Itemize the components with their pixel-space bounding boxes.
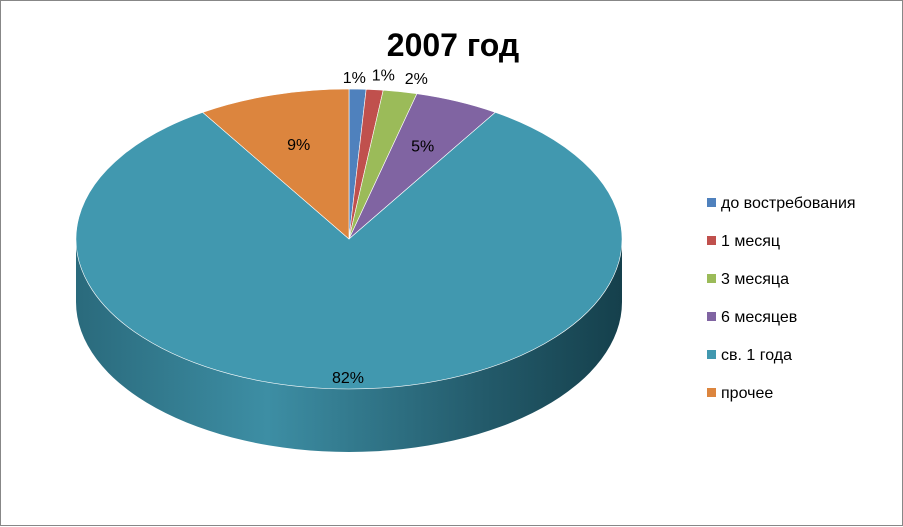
pie-slice-прочее <box>202 88 350 240</box>
legend-label-3-месяца: 3 месяца <box>721 271 789 288</box>
legend: до востребования 1 месяц 3 месяца 6 месяцев… <box>707 195 856 402</box>
pie-slices <box>75 88 623 390</box>
data-label-до-востребования: 1% <box>343 70 366 87</box>
pie-side-wall <box>76 239 622 452</box>
legend-swatch-6-месяцев <box>707 312 716 321</box>
pie-slice-св-1-года <box>75 112 623 390</box>
data-labels: 1% 1% 2% 5% 82% 9% <box>287 68 434 387</box>
legend-swatch-3-месяца <box>707 274 716 283</box>
legend-label-1-месяц: 1 месяц <box>721 233 780 250</box>
data-label-1-месяц: 1% <box>372 68 395 85</box>
legend-label-св-1-года: св. 1 года <box>721 347 792 364</box>
legend-swatch-до-востребования <box>707 198 716 207</box>
pie-side-face <box>76 239 622 452</box>
legend-swatch-св-1-года <box>707 350 716 359</box>
data-label-св-1-года: 82% <box>332 370 364 387</box>
legend-label-6-месяцев: 6 месяцев <box>721 309 797 326</box>
legend-swatch-прочее <box>707 388 716 397</box>
legend-label-до-востребования: до востребования <box>721 195 856 212</box>
data-label-6-месяцев: 5% <box>411 138 434 155</box>
chart-title: 2007 год <box>387 27 519 63</box>
legend-swatch-1-месяц <box>707 236 716 245</box>
legend-label-прочее: прочее <box>721 385 773 402</box>
data-label-3-месяца: 2% <box>405 71 428 88</box>
data-label-прочее: 9% <box>287 137 310 154</box>
